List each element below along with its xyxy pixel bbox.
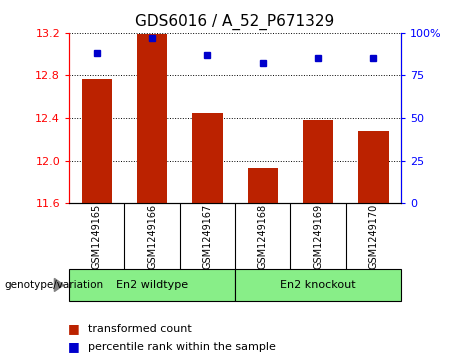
Bar [137,34,167,203]
Text: transformed count: transformed count [88,323,191,334]
Text: GSM1249169: GSM1249169 [313,203,323,269]
Text: GSM1249165: GSM1249165 [92,203,102,269]
Text: GSM1249168: GSM1249168 [258,203,268,269]
Text: percentile rank within the sample: percentile rank within the sample [88,342,276,352]
Text: GSM1249170: GSM1249170 [368,203,378,269]
Text: ■: ■ [68,340,80,353]
Bar [82,78,112,203]
Bar [192,113,223,203]
Text: GSM1249167: GSM1249167 [202,203,213,269]
Polygon shape [54,278,64,291]
Text: En2 wildtype: En2 wildtype [116,280,188,290]
Title: GDS6016 / A_52_P671329: GDS6016 / A_52_P671329 [136,14,335,30]
Bar [69,269,235,301]
Bar [235,269,401,301]
Text: En2 knockout: En2 knockout [280,280,356,290]
Text: genotype/variation: genotype/variation [5,280,104,290]
Bar [303,120,333,203]
Bar [358,131,389,203]
Bar [248,168,278,203]
Text: ■: ■ [68,322,80,335]
Text: GSM1249166: GSM1249166 [147,203,157,269]
